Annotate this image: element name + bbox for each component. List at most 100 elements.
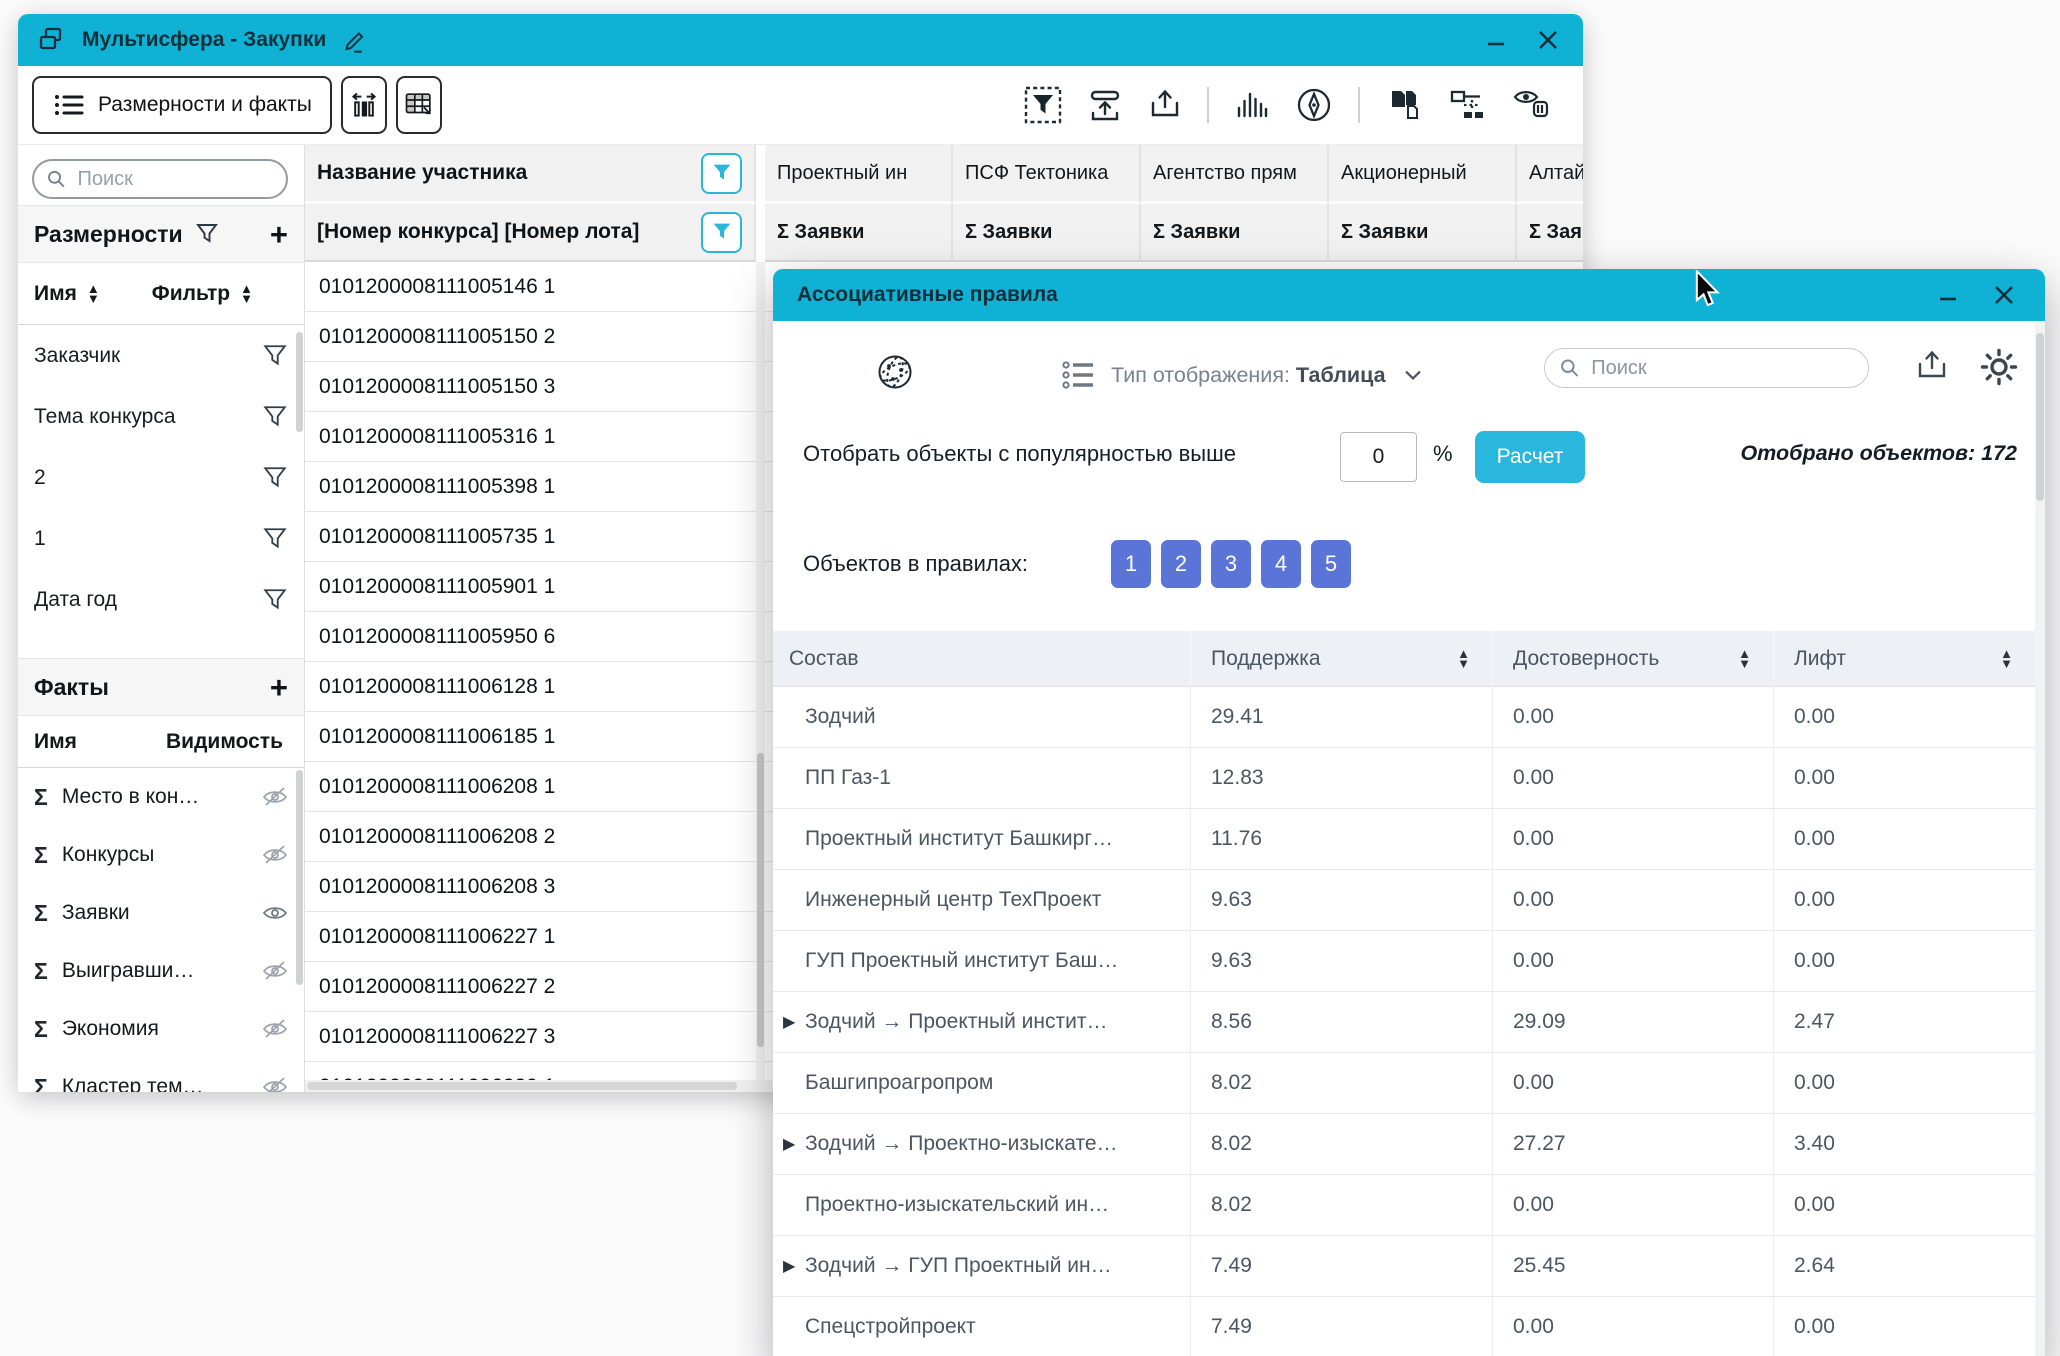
objects-count-button[interactable]: 1 [1111,540,1151,588]
table-row[interactable]: 0101200008111006227 1 [305,912,756,962]
collapse-top-icon[interactable] [1087,87,1123,123]
copy-pages-icon[interactable] [1385,86,1423,124]
hierarchy-icon[interactable] [1448,87,1486,123]
rule-row[interactable]: ▶ Зодчий → Проектный инстит… 8.56 29.09 … [773,992,2035,1053]
table-row[interactable]: 0101200008111005150 2 [305,312,756,362]
filter-icon[interactable] [1024,86,1062,124]
dimension-row[interactable]: 1 [18,508,304,569]
visibility-off-icon[interactable] [262,842,288,868]
rule-row[interactable]: Зодчий 29.41 0.00 0.00 [773,687,2035,748]
fact-row[interactable]: Σ Место в кон… [18,768,304,826]
participant-column-header[interactable]: Акционерный [1329,145,1517,204]
dimensions-col-name[interactable]: Имя [34,281,77,305]
dimensions-facts-button[interactable]: Размерности и факты [32,76,332,134]
visibility-off-icon[interactable] [262,1074,288,1092]
funnel-icon[interactable] [262,587,288,613]
table-row[interactable]: 0101200008111005901 1 [305,562,756,612]
header-composition[interactable]: Состав [789,646,859,670]
rule-row[interactable]: ▶ Зодчий → ГУП Проектный ин… 7.49 25.45 … [773,1236,2035,1297]
gear-icon[interactable] [1979,347,2019,387]
dialog-scrollbar-thumb[interactable] [2036,333,2044,501]
sort-icon[interactable]: ▲ ▼ [1457,645,1470,671]
dimensions-col-filter[interactable]: Фильтр [151,281,231,305]
table-row[interactable]: 0101200008111005398 1 [305,462,756,512]
visibility-off-icon[interactable] [262,784,288,810]
table-row[interactable]: 0101200008111006227 3 [305,1012,756,1062]
header-confidence[interactable]: Достоверность ▲ ▼ [1492,631,1773,686]
upload-icon[interactable] [1915,349,1949,383]
objects-count-button[interactable]: 4 [1261,540,1301,588]
funnel-icon[interactable] [262,404,288,430]
funnel-icon[interactable] [262,526,288,552]
sidebar-search-input[interactable] [75,166,274,192]
edit-title-icon[interactable] [342,26,370,54]
participant-column-header[interactable]: ПСФ Тектоника [953,145,1141,204]
objects-count-button[interactable]: 3 [1211,540,1251,588]
expand-icon[interactable]: ▶ [783,1258,796,1275]
horizontal-scrollbar-thumb[interactable] [307,1082,737,1090]
rule-row[interactable]: Проектный институт Башкирг… 11.76 0.00 0… [773,809,2035,870]
sphere-graph-icon[interactable] [875,352,915,392]
fact-row[interactable]: Σ Экономия [18,1000,304,1058]
close-button[interactable] [1537,29,1559,51]
rule-row[interactable]: ▶ Зодчий → Проектно-изыскате… 8.02 27.27… [773,1114,2035,1175]
dialog-scrollbar[interactable] [2035,321,2045,1356]
export-icon[interactable] [1148,88,1182,122]
table-row[interactable]: 0101200008111005950 6 [305,612,756,662]
calculate-button[interactable]: Расчет [1475,431,1585,483]
dialog-search[interactable] [1544,348,1869,388]
participant-column-header[interactable]: Алтай [1517,145,1583,204]
objects-count-button[interactable]: 2 [1161,540,1201,588]
table-row[interactable]: 0101200008111005316 1 [305,412,756,462]
pivot-table-button[interactable] [395,76,442,134]
table-row[interactable]: 0101200008111006208 1 [305,762,756,812]
sidebar-scrollbar-thumb[interactable] [296,770,303,985]
measure-header[interactable]: Σ Заявки [765,204,953,262]
expand-icon[interactable]: ▶ [783,1136,796,1153]
table-row[interactable]: 0101200008111006227 2 [305,962,756,1012]
dimension-row[interactable]: Тема конкурса [18,386,304,447]
popularity-input[interactable] [1340,432,1417,482]
dialog-search-input[interactable] [1589,355,1854,381]
table-row[interactable]: 0101200008111006229 1 [305,1062,756,1080]
table-row[interactable]: 0101200008111005150 3 [305,362,756,412]
minimize-button[interactable] [1485,29,1507,51]
table-row[interactable]: 0101200008111006185 1 [305,712,756,762]
vertical-scrollbar[interactable] [756,262,765,1080]
rule-row[interactable]: ПП Газ-1 12.83 0.00 0.00 [773,748,2035,809]
add-fact-button[interactable]: + [269,669,288,705]
rule-row[interactable]: Инженерный центр ТехПроект 9.63 0.00 0.0… [773,870,2035,931]
funnel-icon[interactable] [262,343,288,369]
sidebar-scrollbar-thumb[interactable] [296,332,303,432]
participant-column-header[interactable]: Агентство прям [1141,145,1329,204]
rule-row[interactable]: Проектно-изыскательский ин… 8.02 0.00 0.… [773,1175,2035,1236]
sort-icon[interactable]: ▲ ▼ [2000,645,2013,671]
objects-count-button[interactable]: 5 [1311,540,1351,588]
table-row[interactable]: 0101200008111005735 1 [305,512,756,562]
facts-col-visibility[interactable]: Видимость [166,729,283,753]
row-subheader[interactable]: [Номер конкурса] [Номер лота] [305,204,756,262]
rule-row[interactable]: Спецстройпроект 7.49 0.00 0.00 [773,1297,2035,1356]
measure-header[interactable]: Σ Заявки [1141,204,1329,262]
visibility-off-icon[interactable] [262,1016,288,1042]
visibility-off-icon[interactable] [262,958,288,984]
dialog-close-button[interactable] [1993,284,2015,306]
dimension-row[interactable]: 2 [18,447,304,508]
sort-icon[interactable]: ▲ ▼ [86,280,100,306]
funnel-icon[interactable] [262,465,288,491]
fact-row[interactable]: Σ Заявки [18,884,304,942]
inspect-eye-icon[interactable] [1511,86,1551,124]
vertical-scrollbar-thumb[interactable] [757,752,764,1048]
table-row[interactable]: 0101200008111006208 3 [305,862,756,912]
row-header-title[interactable]: Название участника [305,145,756,204]
funnel-icon[interactable] [195,222,219,246]
bar-chart-icon[interactable] [1234,88,1270,122]
add-dimension-button[interactable]: + [269,216,288,252]
expand-icon[interactable]: ▶ [783,1014,796,1031]
dialog-minimize-button[interactable] [1937,284,1959,306]
sort-icon[interactable]: ▲ ▼ [1738,645,1751,671]
column-filter-button[interactable] [701,152,742,194]
main-titlebar[interactable]: Мультисфера - Закупки [18,14,1583,66]
column-filter-button[interactable] [701,211,742,253]
header-lift[interactable]: Лифт ▲ ▼ [1773,631,2035,686]
